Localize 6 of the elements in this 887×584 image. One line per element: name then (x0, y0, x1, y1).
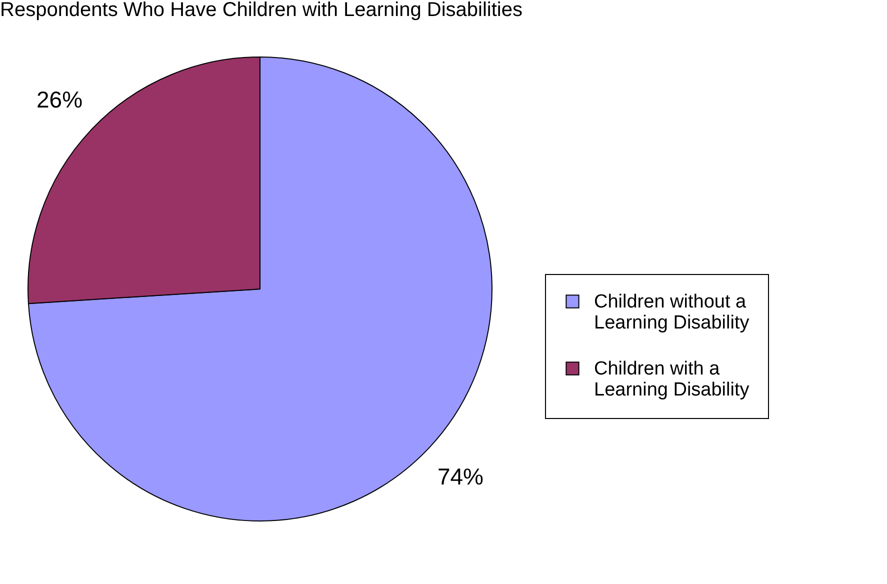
legend-label: Children without a Learning Disability (594, 292, 750, 334)
chart-title: Respondents Who Have Children with Learning Disabilities (0, 0, 522, 21)
pie-slice (28, 56, 492, 522)
legend-label: Children with a Learning Disability (594, 358, 750, 400)
data-label: 74% (437, 463, 484, 490)
data-label: 26% (36, 86, 83, 113)
